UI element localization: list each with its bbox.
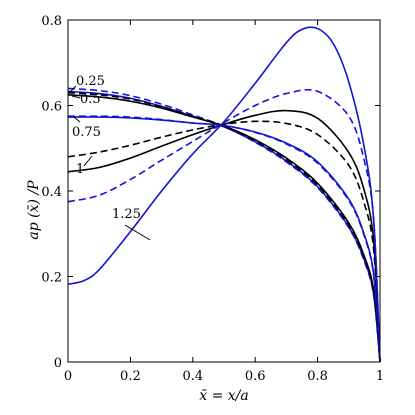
series-line-1.25-solid-blue <box>67 26 381 363</box>
y-tick-label: 0.6 <box>41 100 62 115</box>
leader-1.25 <box>124 224 151 241</box>
y-ticks: 0 0.2 0.4 0.6 0.8 <box>41 14 380 371</box>
y-tick-label: 0.8 <box>41 14 62 29</box>
y-axis-label: ap (x̄) /P <box>26 180 42 240</box>
series-line-1-dashed-black <box>67 120 381 363</box>
annotation-1.25: 1.25 <box>112 207 141 222</box>
series-line-1.25-dashed-blue <box>67 88 381 363</box>
x-tick-label: 0.8 <box>307 369 328 384</box>
y-tick-label: 0.4 <box>41 185 62 200</box>
annotation-0.25: 0.25 <box>76 74 105 89</box>
leader-0.25 <box>69 85 77 93</box>
annotation-0.75: 0.75 <box>72 125 101 140</box>
x-tick-label: 1 <box>376 369 384 384</box>
leader-0.5 <box>71 95 81 99</box>
y-tick-label: 0 <box>54 356 62 371</box>
x-ticks: 0 0.2 0.4 0.6 0.8 1 <box>64 20 384 384</box>
series-line-0.5-solid-black <box>67 94 381 363</box>
x-tick-label: 0 <box>64 369 72 384</box>
series-layer <box>67 26 381 363</box>
x-axis-label: x̄ = x/a <box>199 388 249 404</box>
leader-1 <box>83 155 93 167</box>
y-tick-label: 0.2 <box>41 271 62 286</box>
series-line-1-solid-black <box>67 109 381 363</box>
annotation-layer: 0.25 0.5 0.75 1 1.25 <box>72 74 141 222</box>
annotation-1: 1 <box>76 162 84 177</box>
x-tick-label: 0.2 <box>120 369 141 384</box>
annotation-leaders <box>69 85 151 241</box>
series-line-0.25-solid-blue <box>67 90 381 363</box>
leader-0.75 <box>73 116 81 123</box>
annotation-0.5: 0.5 <box>80 92 101 107</box>
series-line-0.75-solid-blue <box>67 116 381 363</box>
x-tick-label: 0.6 <box>245 369 266 384</box>
x-tick-label: 0.4 <box>182 369 203 384</box>
